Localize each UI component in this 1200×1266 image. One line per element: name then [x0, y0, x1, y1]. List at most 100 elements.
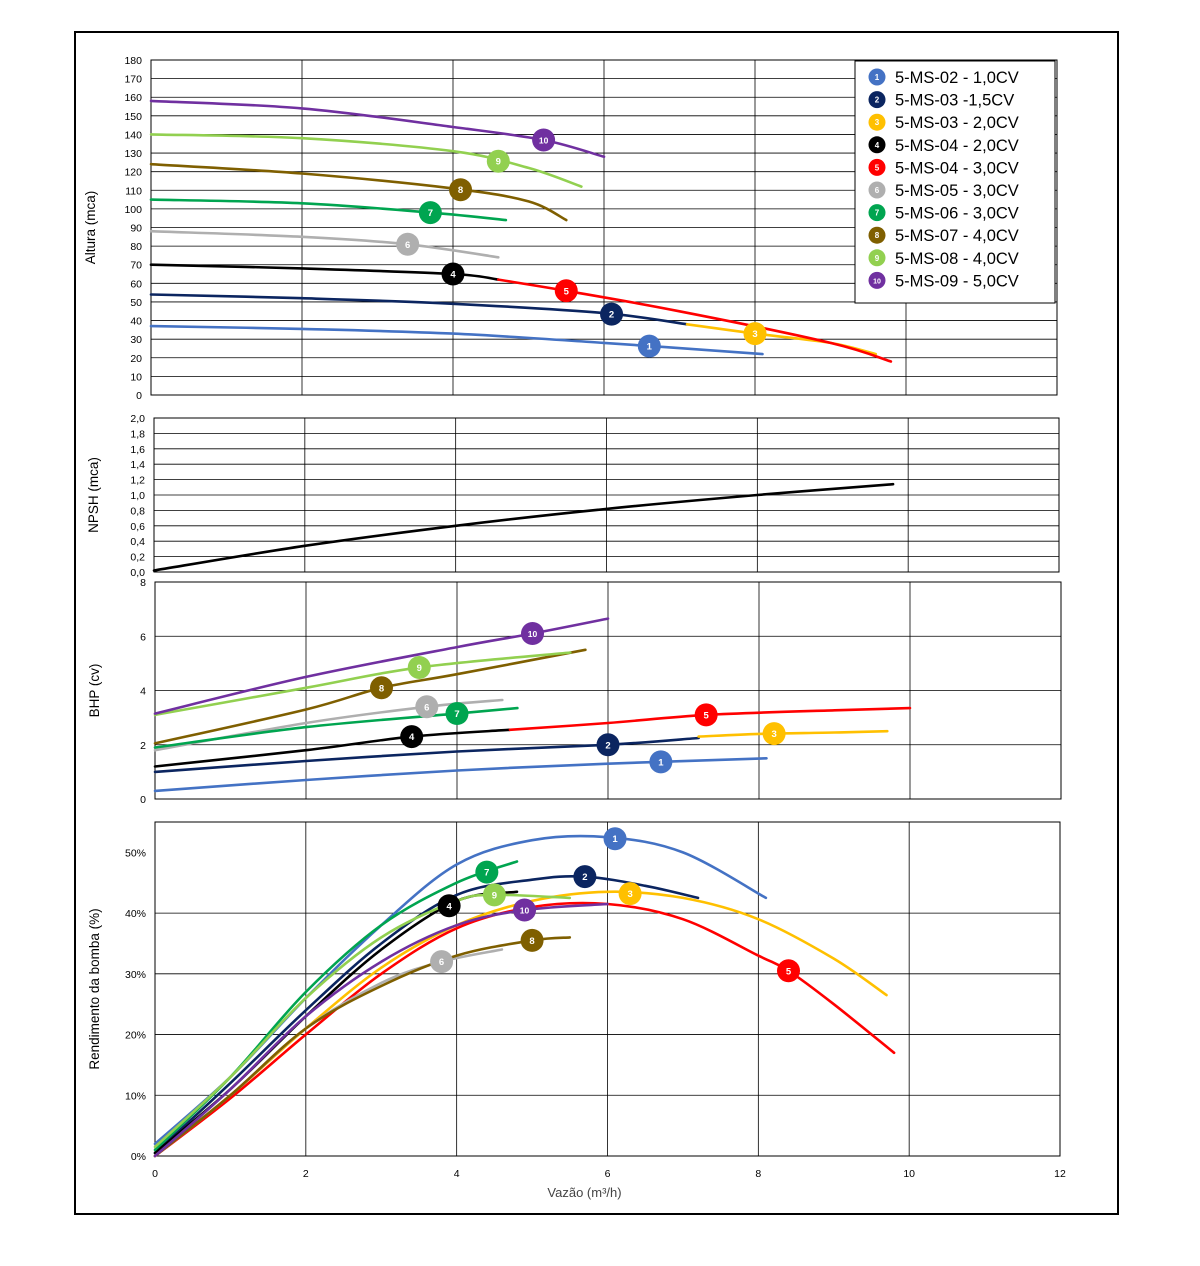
series-marker-label-8: 8: [458, 185, 463, 196]
series-line-4: [149, 263, 500, 281]
y-tick-label: 2,0: [130, 413, 145, 425]
series-marker-1: [637, 334, 661, 358]
legend-marker-label-7: 7: [875, 209, 880, 218]
series-marker-5: [554, 279, 578, 303]
series-marker-10: [521, 622, 544, 646]
y-tick-label: 30: [130, 334, 142, 346]
x-axis-label: Vazão (m³/h): [547, 1185, 621, 1200]
y-tick-label: 0,2: [130, 552, 145, 564]
y-tick-label: 60: [130, 278, 142, 290]
y-tick-label: 110: [125, 185, 142, 197]
series-marker-label-10: 10: [520, 906, 530, 916]
legend-marker-label-1: 1: [875, 73, 880, 82]
y-tick-label: 50%: [125, 847, 146, 859]
series-marker-3: [618, 882, 642, 906]
legend-entry-6: 5-MS-05 - 3,0CV: [895, 182, 1019, 200]
series-marker-label-10: 10: [539, 136, 549, 146]
series-marker-8: [520, 928, 544, 952]
legend-marker-9: [868, 249, 886, 267]
legend-marker-2: [868, 91, 886, 109]
y-axis-label: Rendimento da bomba (%): [87, 908, 102, 1069]
x-tick-label: 6: [605, 1168, 611, 1180]
panel-npsh: 0,0 0,2 0,4 0,6 0,8 1,0 1,2 1,4 1,6 1,8 2,0 NPSH (m…: [86, 413, 1060, 579]
y-axis-label: BHP (cv): [87, 664, 102, 718]
x-tick-label: 10: [903, 1168, 915, 1180]
series-marker-9: [486, 149, 510, 173]
series-marker-3: [743, 322, 767, 346]
legend-marker-label-5: 5: [875, 163, 880, 172]
outer-frame: [74, 31, 1119, 1215]
series-marker-label-2: 2: [609, 310, 614, 321]
y-axis-label: Altura (mca): [83, 191, 98, 265]
series-marker-label-9: 9: [417, 663, 422, 674]
y-tick-label: 30%: [125, 969, 146, 981]
y-tick-label: 1,0: [130, 490, 145, 502]
y-tick-label: 0%: [131, 1151, 146, 1163]
legend-entry-9: 5-MS-08 - 4,0CV: [895, 250, 1019, 268]
y-tick-label: 1,6: [130, 444, 145, 456]
series-line-2: [153, 874, 700, 1155]
series-marker-6: [430, 950, 454, 974]
series-line-8: [149, 162, 568, 222]
series-marker-label-1: 1: [612, 834, 618, 845]
x-tick-label: 4: [454, 1168, 460, 1180]
series-line-9: [153, 651, 572, 717]
series-marker-1: [603, 827, 627, 851]
series-marker-4: [441, 262, 465, 286]
legend-marker-4: [868, 136, 886, 154]
series-marker-7: [475, 860, 499, 884]
y-tick-label: 10: [130, 371, 142, 383]
series-marker-2: [596, 733, 620, 757]
y-tick-label: 160: [124, 92, 142, 104]
series-marker-10: [513, 898, 537, 922]
series-marker-7: [418, 201, 442, 225]
series-marker-label-4: 4: [446, 901, 452, 912]
legend-entry-4: 5-MS-04 - 2,0CV: [895, 137, 1019, 155]
series-marker-8: [370, 676, 393, 700]
y-tick-label: 140: [124, 129, 142, 141]
series-marker-7: [445, 702, 469, 726]
y-tick-label: 50: [130, 297, 142, 309]
panel-bhp: 0 2 4 6 8 BHP (cv) 1 2 3 4 5 6 7 8 9 10: [87, 577, 1062, 806]
y-tick-label: 40: [130, 316, 142, 328]
y-tick-label: 100: [124, 204, 142, 216]
series-marker-2: [600, 302, 624, 326]
x-tick-label: 2: [303, 1168, 309, 1180]
y-tick-label: 0,6: [130, 521, 145, 533]
series-marker-10: [532, 128, 556, 152]
series-marker-2: [573, 865, 597, 889]
y-tick-label: 90: [130, 223, 142, 235]
series-marker-label-1: 1: [658, 757, 664, 768]
panel-altura: 0102030405060708090100110120130140150160…: [83, 55, 1058, 402]
y-tick-label: 170: [124, 74, 142, 86]
y-tick-label: 0: [136, 390, 142, 402]
series-line-10: [153, 617, 610, 715]
series-line-4: [153, 728, 512, 768]
legend-marker-8: [868, 226, 886, 244]
y-tick-label: 150: [124, 111, 142, 123]
legend-marker-label-8: 8: [875, 231, 880, 240]
legend-marker-7: [868, 204, 886, 222]
legend-marker-label-10: 10: [873, 278, 881, 285]
legend-box: [854, 60, 1056, 304]
series-marker-9: [407, 655, 431, 679]
legend-entry-3: 5-MS-03 - 2,0CV: [895, 114, 1019, 132]
series-marker-label-4: 4: [450, 270, 456, 281]
y-tick-label: 0,0: [130, 567, 145, 579]
legend-marker-label-6: 6: [875, 186, 880, 195]
series-marker-label-8: 8: [529, 936, 534, 947]
y-tick-label: 40%: [125, 908, 146, 920]
series-marker-label-5: 5: [786, 966, 792, 977]
y-tick-label: 130: [124, 148, 142, 160]
legend-marker-label-9: 9: [875, 254, 880, 263]
series-marker-label-1: 1: [647, 342, 653, 353]
series-marker-label-4: 4: [409, 732, 415, 743]
series-marker-label-10: 10: [528, 629, 538, 639]
series-marker-label-3: 3: [752, 329, 757, 340]
series-line-6: [149, 229, 500, 259]
legend-marker-10: [868, 271, 886, 289]
y-tick-label: 4: [140, 686, 146, 698]
series-marker-label-3: 3: [627, 889, 632, 900]
